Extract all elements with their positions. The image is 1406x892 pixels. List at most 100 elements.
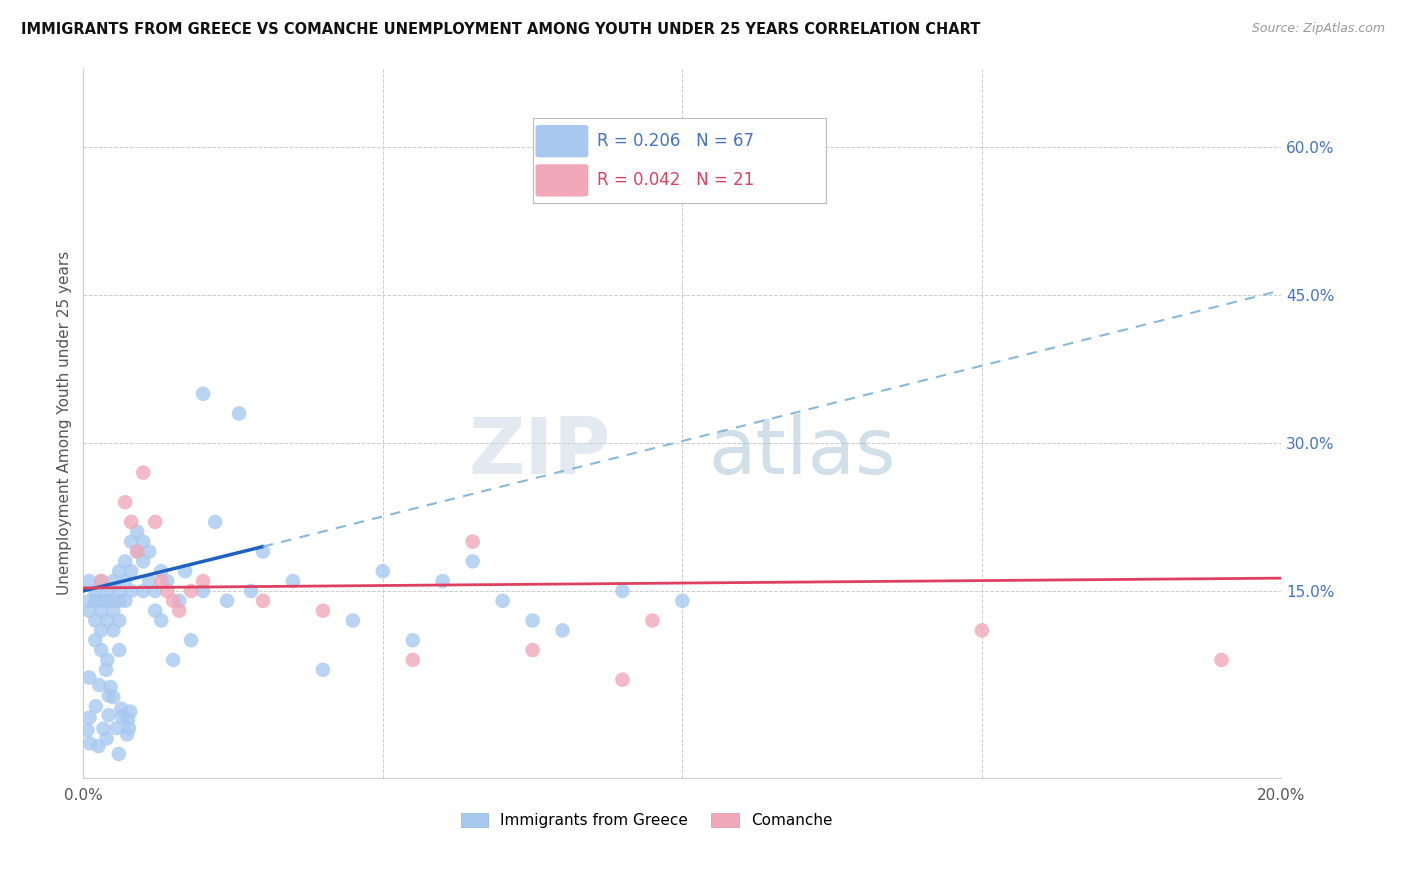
Point — [312, 604, 335, 618]
Point — [150, 614, 173, 628]
Point — [970, 624, 993, 638]
Point — [461, 554, 484, 568]
Point — [108, 614, 131, 628]
Point — [79, 594, 101, 608]
Point — [94, 663, 117, 677]
Point — [96, 614, 118, 628]
Point — [114, 495, 136, 509]
Point — [432, 574, 454, 588]
Point — [103, 624, 125, 638]
Point — [132, 534, 155, 549]
Point — [402, 633, 425, 648]
Point — [551, 624, 574, 638]
Point — [108, 643, 131, 657]
Point — [96, 583, 118, 598]
Point — [79, 736, 101, 750]
Point — [127, 544, 149, 558]
Point — [150, 574, 173, 588]
Point — [731, 120, 754, 135]
Point — [252, 594, 274, 608]
Point — [162, 653, 184, 667]
Point — [108, 594, 131, 608]
Legend: Immigrants from Greece, Comanche: Immigrants from Greece, Comanche — [454, 807, 838, 834]
Point — [204, 515, 226, 529]
Point — [103, 594, 125, 608]
Point — [108, 583, 131, 598]
Point — [76, 723, 98, 737]
Point — [115, 727, 138, 741]
Point — [84, 633, 107, 648]
Point — [108, 564, 131, 578]
Point — [612, 673, 634, 687]
Point — [143, 515, 166, 529]
Point — [97, 689, 120, 703]
Point — [90, 594, 112, 608]
Point — [120, 583, 142, 598]
Point — [342, 614, 364, 628]
Point — [671, 594, 693, 608]
Point — [96, 594, 118, 608]
Point — [84, 583, 107, 598]
Point — [371, 564, 394, 578]
Point — [240, 583, 263, 598]
Point — [461, 534, 484, 549]
Point — [110, 702, 132, 716]
Point — [111, 709, 134, 723]
Text: Source: ZipAtlas.com: Source: ZipAtlas.com — [1251, 22, 1385, 36]
Point — [90, 574, 112, 588]
Point — [89, 678, 111, 692]
Point — [143, 604, 166, 618]
Point — [641, 614, 664, 628]
Point — [77, 671, 100, 685]
Point — [132, 466, 155, 480]
Point — [107, 747, 129, 761]
Point — [252, 544, 274, 558]
Point — [118, 721, 141, 735]
Point — [522, 614, 544, 628]
Point — [127, 524, 149, 539]
Point — [156, 574, 179, 588]
Point — [79, 574, 101, 588]
Point — [180, 583, 202, 598]
Point — [79, 711, 101, 725]
Point — [191, 574, 214, 588]
Point — [281, 574, 304, 588]
Point — [96, 731, 118, 746]
Point — [120, 534, 142, 549]
Point — [105, 721, 128, 735]
Point — [100, 680, 122, 694]
Point — [103, 604, 125, 618]
Point — [132, 583, 155, 598]
Point — [174, 564, 197, 578]
Point — [1211, 653, 1233, 667]
Point — [114, 554, 136, 568]
Text: IMMIGRANTS FROM GREECE VS COMANCHE UNEMPLOYMENT AMONG YOUTH UNDER 25 YEARS CORRE: IMMIGRANTS FROM GREECE VS COMANCHE UNEMP… — [21, 22, 980, 37]
Point — [90, 624, 112, 638]
Point — [138, 544, 160, 558]
Point — [93, 722, 115, 736]
Point — [312, 663, 335, 677]
Point — [491, 594, 513, 608]
Point — [120, 564, 142, 578]
Point — [84, 614, 107, 628]
Point — [114, 594, 136, 608]
Point — [138, 574, 160, 588]
Point — [90, 643, 112, 657]
Text: ZIP: ZIP — [468, 414, 610, 490]
Point — [191, 386, 214, 401]
Point — [103, 574, 125, 588]
Point — [90, 604, 112, 618]
Point — [114, 574, 136, 588]
Point — [522, 643, 544, 657]
Y-axis label: Unemployment Among Youth under 25 years: Unemployment Among Youth under 25 years — [58, 252, 72, 596]
Point — [117, 712, 139, 726]
Point — [162, 594, 184, 608]
Point — [87, 739, 110, 753]
Point — [167, 604, 190, 618]
Point — [97, 708, 120, 723]
Point — [84, 699, 107, 714]
Point — [127, 544, 149, 558]
Point — [84, 594, 107, 608]
Point — [156, 583, 179, 598]
Point — [120, 705, 142, 719]
